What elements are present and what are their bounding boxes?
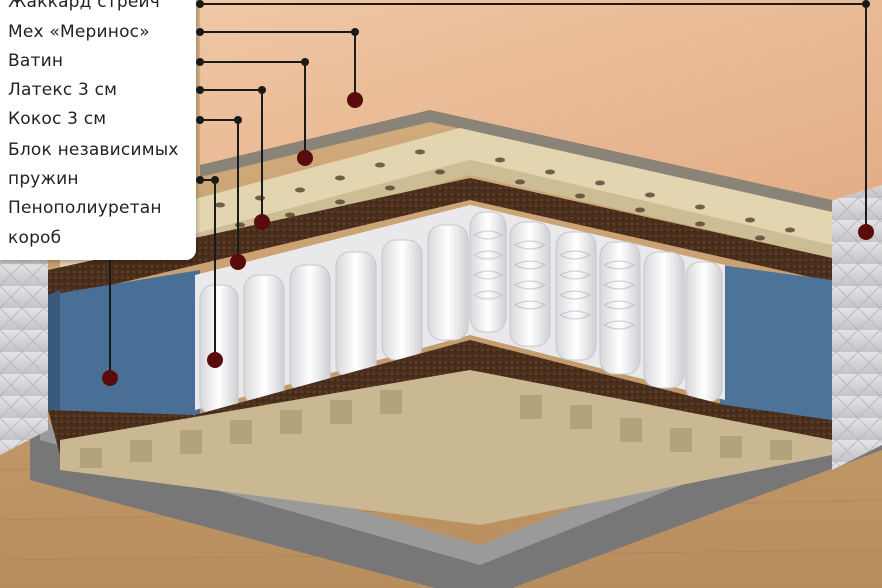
latex-bottom bbox=[60, 370, 832, 525]
coconut-bottom bbox=[48, 340, 832, 455]
label-jacquard: Жаккард стрейч bbox=[8, 0, 161, 12]
label-coconut: Кокос 3 см bbox=[8, 109, 107, 129]
legend-panel: Жаккард стрейч Мех «Меринос» Ватин Латек… bbox=[0, 0, 196, 260]
label-springs-line1: Блок независимых bbox=[8, 140, 179, 160]
label-vatin: Ватин bbox=[8, 51, 64, 71]
foam-left bbox=[48, 270, 200, 420]
box-base bbox=[30, 400, 882, 588]
label-springs-line2: пружин bbox=[8, 169, 79, 189]
jacquard-side-right bbox=[832, 185, 882, 470]
jacquard-side-left bbox=[0, 240, 48, 455]
label-merinos: Мех «Меринос» bbox=[8, 22, 150, 42]
label-box: короб bbox=[8, 228, 62, 248]
foam-right bbox=[720, 265, 832, 420]
label-foam: Пенополиуретан bbox=[8, 198, 162, 218]
label-latex: Латекс 3 см bbox=[8, 80, 118, 100]
